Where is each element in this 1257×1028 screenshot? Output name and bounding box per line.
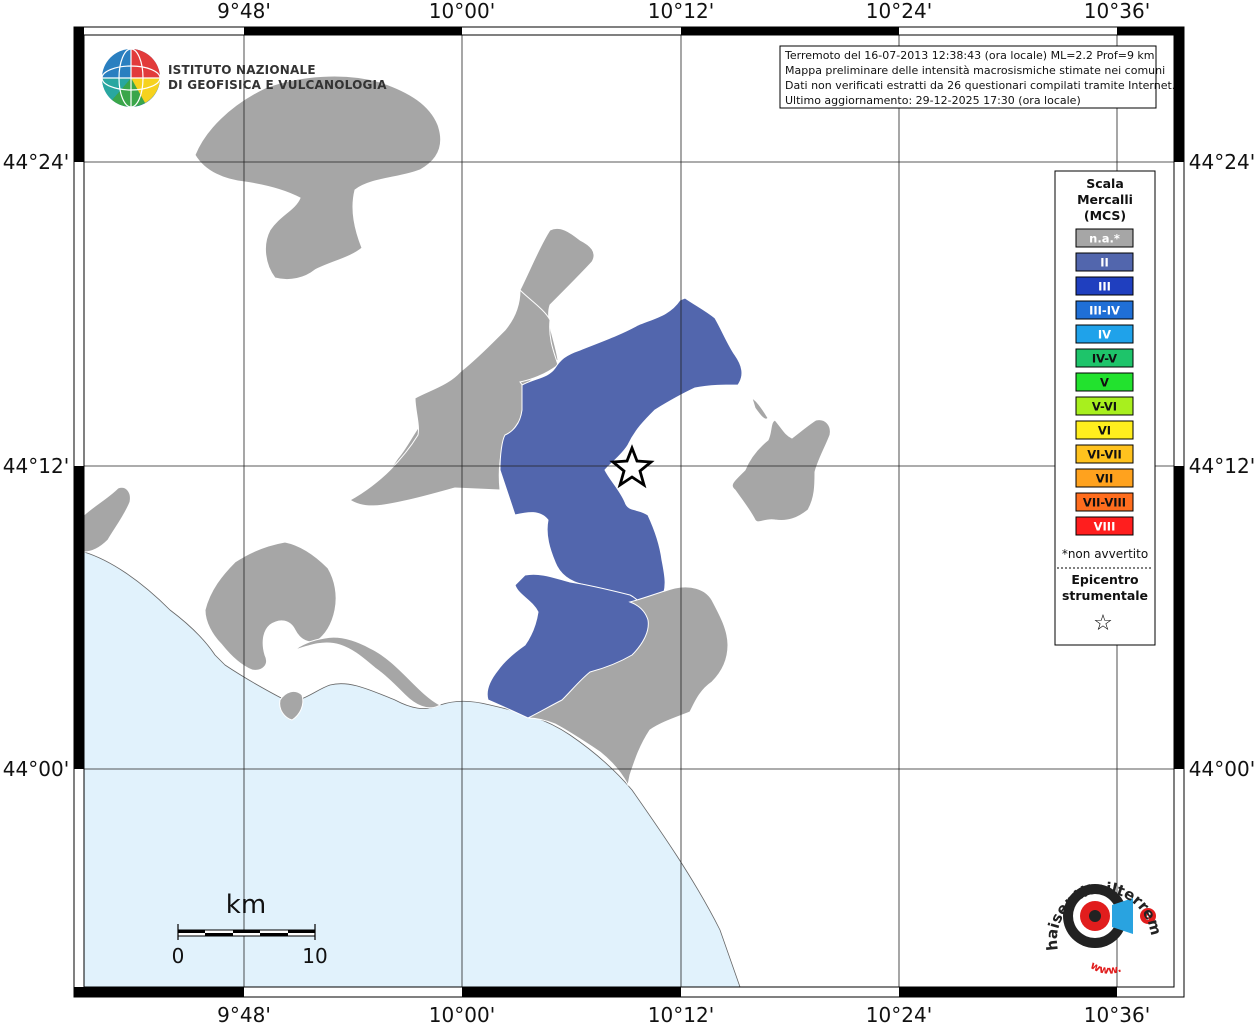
map-area (83, 35, 1174, 988)
region-na-north (194, 75, 442, 281)
legend-chip (1075, 348, 1134, 368)
right-tick-label: 44°00' (1189, 757, 1255, 781)
legend-chip (1075, 420, 1134, 440)
legend-chip (1075, 492, 1134, 512)
legend-chip (1075, 396, 1134, 416)
legend-star-icon: ☆ (1093, 611, 1113, 636)
institute-name-line1: ISTITUTO NAZIONALE (168, 63, 316, 77)
region-na-spezia-east (294, 636, 442, 709)
legend-chip (1075, 228, 1134, 248)
top-tick-label: 10°36' (1084, 0, 1150, 23)
bottom-tick-label: 10°00' (429, 1003, 495, 1024)
ingv-logo: ISTITUTO NAZIONALE DI GEOFISICA E VULCAN… (101, 48, 387, 108)
axis-labels-bottom: 9°48' 10°00' 10°12' 10°24' 10°36' (217, 1003, 1150, 1027)
region-na-south-east (527, 586, 729, 787)
mercalli-legend: Scala Mercalli (MCS) n.a.*IIIIIIII-IVIVI… (1054, 170, 1156, 646)
bottom-tick-label: 10°36' (1084, 1003, 1150, 1024)
legend-chip (1075, 252, 1134, 272)
legend-epicenter-line1: Epicentro (1071, 572, 1139, 587)
frame-ticks (74, 27, 1184, 997)
legend-chip-label: VIII (1094, 520, 1116, 534)
legend-chip-label: VI (1098, 424, 1111, 438)
megaphone-icon (1112, 898, 1133, 934)
legend-chip (1075, 276, 1134, 296)
left-tick-label: 44°24' (3, 150, 69, 174)
right-tick-label: 44°12' (1189, 454, 1255, 478)
region-na-east-sliver (751, 397, 769, 420)
left-tick-label: 44°00' (3, 757, 69, 781)
legend-chip-label: III (1098, 280, 1111, 294)
legend-chip-label: V (1100, 376, 1109, 390)
question-badge-icon (1140, 908, 1156, 924)
legend-chip-label: IV (1098, 328, 1111, 342)
axis-labels-top: 9°48' 10°00' 10°12' 10°24' 10°36' (217, 0, 1150, 23)
legend-chip (1075, 516, 1134, 536)
left-tick-label: 44°12' (3, 454, 69, 478)
region-na-palmaria (279, 690, 304, 721)
info-line-event: Terremoto del 16-07-2013 12:38:43 (ora l… (784, 49, 1155, 62)
legend-chip (1075, 468, 1134, 488)
scale-end: 10 (302, 944, 327, 968)
legend-chip-label: II (1100, 256, 1109, 270)
legend-chip-label: VII-VIII (1083, 496, 1126, 510)
legend-chip-label: VI-VII (1087, 448, 1122, 462)
right-tick-label: 44°24' (1189, 150, 1255, 174)
legend-note: *non avvertito (1062, 547, 1148, 561)
institute-name-line2: DI GEOFISICA E VULCANOLOGIA (168, 78, 387, 92)
legend-chip-label: n.a.* (1089, 232, 1120, 246)
svg-text:?: ? (1145, 910, 1151, 923)
info-line-data-source: Dati non verificati estratti da 26 quest… (785, 79, 1175, 92)
info-box: Terremoto del 16-07-2013 12:38:43 (ora l… (779, 45, 1175, 109)
info-line-map-type: Mappa preliminare delle intensità macros… (785, 64, 1165, 77)
region-na-west-edge (83, 486, 131, 553)
top-tick-label: 10°12' (648, 0, 714, 23)
legend-chip (1075, 372, 1134, 392)
bottom-tick-label: 10°12' (648, 1003, 714, 1024)
bottom-tick-label: 9°48' (217, 1003, 271, 1024)
legend-chip (1075, 300, 1134, 320)
legend-chip-label: IV-V (1092, 352, 1117, 366)
region-intensity-II (499, 297, 743, 605)
epicenter-star-icon (609, 444, 655, 489)
scale-start: 0 (172, 944, 185, 968)
legend-items: n.a.*IIIIIIII-IVIVIV-VVV-VIVIVI-VIIVIIVI… (1075, 228, 1134, 536)
watermark-www: www. (1088, 959, 1123, 977)
legend-chip-label: III-IV (1089, 304, 1120, 318)
top-tick-label: 9°48' (217, 0, 271, 23)
region-na-east (731, 419, 831, 523)
info-line-updated: Ultimo aggiornamento: 29-12-2025 17:30 (… (785, 94, 1081, 107)
scale-bar: km 0 10 (172, 890, 328, 968)
legend-title-line1: Scala (1086, 176, 1124, 191)
axis-labels-right: 44°24' 44°12' 44°00' (1189, 150, 1255, 781)
top-tick-label: 10°00' (429, 0, 495, 23)
legend-title-line2: Mercalli (1077, 192, 1133, 207)
legend-epicenter-line2: strumentale (1062, 588, 1148, 603)
legend-title-line3: (MCS) (1084, 208, 1126, 223)
legend-chip (1075, 444, 1134, 464)
region-na-spezia (204, 541, 337, 671)
legend-chip-label: VII (1096, 472, 1113, 486)
scale-unit: km (226, 890, 266, 920)
ingv-globe-icon (101, 48, 161, 108)
bottom-tick-label: 10°24' (866, 1003, 932, 1024)
axis-labels-left: 44°24' 44°12' 44°00' (3, 150, 69, 781)
legend-chip-label: V-VI (1092, 400, 1117, 414)
legend-chip (1075, 324, 1134, 344)
top-tick-label: 10°24' (866, 0, 932, 23)
